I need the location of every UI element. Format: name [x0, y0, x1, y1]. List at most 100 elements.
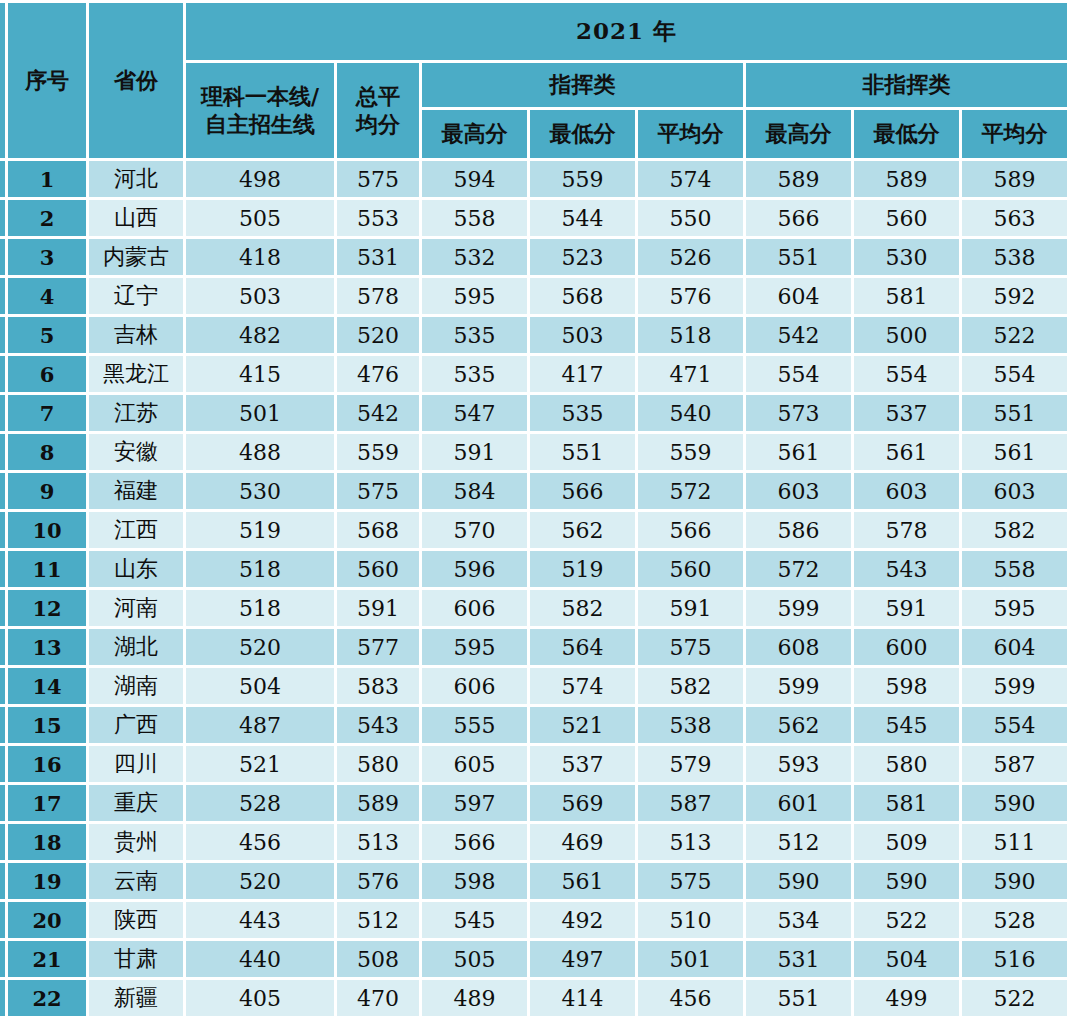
left-edge-strip [0, 3, 5, 158]
non-command-avg-cell: 511 [962, 824, 1067, 860]
col-header-non-command-max: 最高分 [746, 110, 851, 158]
science-line-cell: 504 [186, 668, 334, 704]
command-avg-cell: 526 [638, 239, 743, 275]
non-command-avg-cell: 582 [962, 512, 1067, 548]
command-max-cell: 558 [422, 200, 527, 236]
non-command-avg-cell: 554 [962, 707, 1067, 743]
non-command-min-cell: 590 [854, 863, 959, 899]
command-min-cell: 559 [530, 161, 635, 197]
left-edge-strip [0, 161, 5, 197]
non-command-min-cell: 545 [854, 707, 959, 743]
command-avg-cell: 550 [638, 200, 743, 236]
total-average-cell: 577 [337, 629, 419, 665]
command-min-cell: 492 [530, 902, 635, 938]
command-avg-cell: 538 [638, 707, 743, 743]
col-header-command-max: 最高分 [422, 110, 527, 158]
science-line-cell: 488 [186, 434, 334, 470]
command-max-cell: 547 [422, 395, 527, 431]
command-min-cell: 564 [530, 629, 635, 665]
command-avg-cell: 575 [638, 863, 743, 899]
command-min-cell: 414 [530, 980, 635, 1016]
non-command-avg-cell: 603 [962, 473, 1067, 509]
command-avg-cell: 582 [638, 668, 743, 704]
left-edge-strip [0, 980, 5, 1016]
non-command-avg-cell: 561 [962, 434, 1067, 470]
total-average-cell: 589 [337, 785, 419, 821]
command-avg-cell: 510 [638, 902, 743, 938]
table-row: 11山东518560596519560572543558 [0, 551, 1067, 587]
science-line-cell: 505 [186, 200, 334, 236]
command-avg-cell: 471 [638, 356, 743, 392]
table-row: 9福建530575584566572603603603 [0, 473, 1067, 509]
total-average-label-line1: 总平 [337, 83, 419, 111]
total-average-label-line2: 均分 [337, 111, 419, 139]
col-header-non-command-min: 最低分 [854, 110, 959, 158]
province-cell: 河北 [89, 161, 183, 197]
left-edge-strip [0, 707, 5, 743]
row-index-cell: 22 [8, 980, 86, 1016]
command-max-cell: 555 [422, 707, 527, 743]
left-edge-strip [0, 590, 5, 626]
science-line-cell: 520 [186, 629, 334, 665]
province-cell: 新疆 [89, 980, 183, 1016]
non-command-min-cell: 589 [854, 161, 959, 197]
table-row: 3内蒙古418531532523526551530538 [0, 239, 1067, 275]
row-index-cell: 2 [8, 200, 86, 236]
total-average-cell: 542 [337, 395, 419, 431]
table-row: 19云南520576598561575590590590 [0, 863, 1067, 899]
non-command-max-cell: 590 [746, 863, 851, 899]
table-row: 12河南518591606582591599591595 [0, 590, 1067, 626]
science-line-cell: 487 [186, 707, 334, 743]
table-row: 17重庆528589597569587601581590 [0, 785, 1067, 821]
non-command-min-cell: 581 [854, 785, 959, 821]
non-command-avg-cell: 595 [962, 590, 1067, 626]
left-edge-strip [0, 317, 5, 353]
non-command-avg-cell: 538 [962, 239, 1067, 275]
col-header-province: 省份 [89, 3, 183, 158]
command-max-cell: 606 [422, 668, 527, 704]
command-min-cell: 521 [530, 707, 635, 743]
total-average-cell: 513 [337, 824, 419, 860]
command-max-cell: 532 [422, 239, 527, 275]
year-header: 2021 年 [186, 3, 1067, 60]
science-line-cell: 518 [186, 551, 334, 587]
row-index-cell: 17 [8, 785, 86, 821]
non-command-max-cell: 512 [746, 824, 851, 860]
non-command-min-cell: 598 [854, 668, 959, 704]
science-line-cell: 518 [186, 590, 334, 626]
table-row: 10江西519568570562566586578582 [0, 512, 1067, 548]
non-command-avg-cell: 551 [962, 395, 1067, 431]
command-max-cell: 596 [422, 551, 527, 587]
left-edge-strip [0, 785, 5, 821]
command-max-cell: 489 [422, 980, 527, 1016]
province-cell: 河南 [89, 590, 183, 626]
command-max-cell: 545 [422, 902, 527, 938]
province-cell: 贵州 [89, 824, 183, 860]
left-edge-strip [0, 512, 5, 548]
command-min-cell: 562 [530, 512, 635, 548]
province-cell: 云南 [89, 863, 183, 899]
row-index-cell: 12 [8, 590, 86, 626]
command-avg-cell: 540 [638, 395, 743, 431]
non-command-min-cell: 561 [854, 434, 959, 470]
non-command-min-cell: 581 [854, 278, 959, 314]
command-avg-cell: 574 [638, 161, 743, 197]
non-command-avg-cell: 554 [962, 356, 1067, 392]
command-max-cell: 598 [422, 863, 527, 899]
command-min-cell: 503 [530, 317, 635, 353]
command-max-cell: 597 [422, 785, 527, 821]
science-line-cell: 520 [186, 863, 334, 899]
table-row: 4辽宁503578595568576604581592 [0, 278, 1067, 314]
col-header-index: 序号 [8, 3, 86, 158]
total-average-cell: 576 [337, 863, 419, 899]
group-header-command: 指挥类 [422, 63, 743, 107]
non-command-max-cell: 599 [746, 590, 851, 626]
non-command-min-cell: 543 [854, 551, 959, 587]
table-row: 6黑龙江415476535417471554554554 [0, 356, 1067, 392]
col-header-command-min: 最低分 [530, 110, 635, 158]
science-line-label-line2: 自主招生线 [186, 111, 334, 139]
table-row: 22新疆405470489414456551499522 [0, 980, 1067, 1016]
left-edge-strip [0, 356, 5, 392]
left-edge-strip [0, 239, 5, 275]
command-max-cell: 595 [422, 629, 527, 665]
